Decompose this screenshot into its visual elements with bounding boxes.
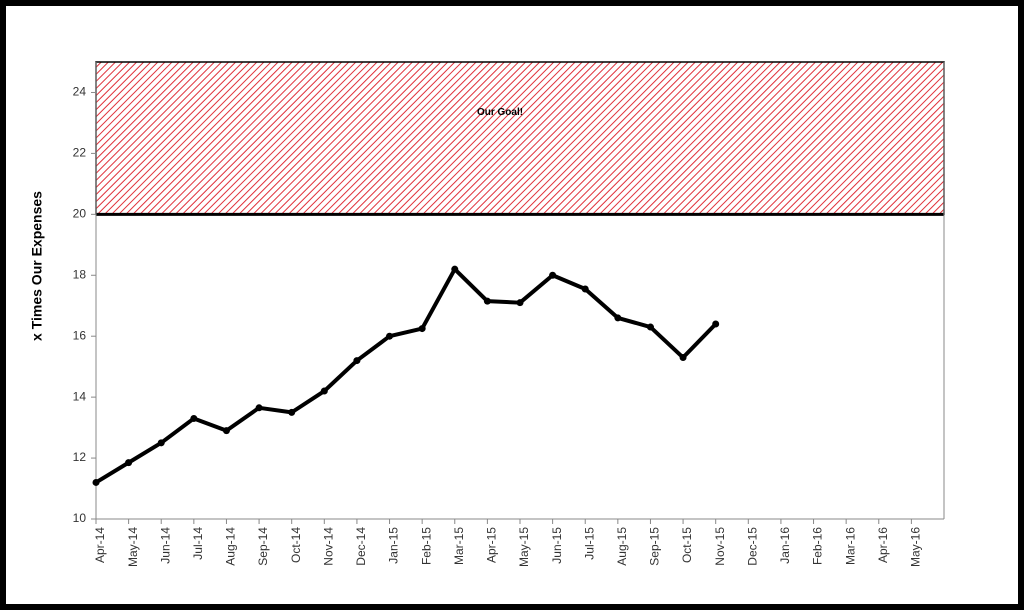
data-point [353,357,361,365]
x-tick-label: Jul-15 [582,527,596,560]
y-tick-label: 16 [73,328,87,342]
x-tick-label: Jun-15 [550,527,564,564]
data-point [483,297,491,305]
x-tick-label: Mar-16 [843,527,857,565]
x-tick-label: May-15 [517,527,531,567]
x-tick-label: Nov-15 [713,527,727,566]
x-tick-label: Oct-14 [289,527,303,563]
x-tick-label: Apr-14 [93,527,107,563]
data-point [157,439,165,447]
x-tick-label: Oct-15 [680,527,694,563]
data-line [94,267,718,485]
x-tick-label: May-14 [126,527,140,567]
data-point [386,332,394,340]
y-tick-label: 14 [73,389,87,403]
goal-label: Our Goal! [477,107,523,118]
y-tick-label: 20 [73,207,87,221]
goal-band [95,61,945,216]
y-tick-label: 10 [73,511,87,525]
x-tick-label: Sep-14 [256,527,270,566]
x-tick-label: Apr-15 [485,527,499,563]
x-tick-label: Dec-14 [354,527,368,566]
data-point [549,271,557,279]
data-point [581,285,589,293]
x-tick-label: Mar-15 [452,527,466,565]
data-point [288,408,296,416]
y-tick-label: 12 [73,450,87,464]
data-point [255,404,263,412]
y-axis-label: x Times Our Expenses [29,191,45,341]
data-point [451,265,459,273]
x-tick-label: Jan-15 [387,527,401,564]
data-point [190,414,198,422]
data-point [320,387,328,395]
data-point [222,427,230,435]
data-point [614,314,622,322]
data-point [516,299,524,307]
x-tick-label: Jan-16 [778,527,792,564]
x-tick-label: Feb-16 [811,527,825,565]
x-tick-label: Nov-14 [321,527,335,566]
data-point [646,323,654,331]
x-tick-label: Feb-15 [419,527,433,565]
x-tick-label: Jun-14 [158,527,172,564]
y-tick-label: 22 [73,146,87,160]
x-tick-label: Aug-15 [615,527,629,566]
data-point [712,320,720,328]
data-point [418,325,426,333]
data-point [92,478,100,486]
x-tick-label: Apr-16 [876,527,890,563]
data-point [679,354,687,362]
x-tick-label: Dec-15 [745,527,759,566]
x-tick-label: Sep-15 [648,527,662,566]
y-tick-label: 18 [73,267,87,281]
data-point [125,459,133,467]
x-tick-label: May-16 [909,527,923,567]
x-tick-label: Aug-14 [224,527,238,566]
x-tick-label: Jul-14 [191,527,205,560]
y-tick-label: 24 [73,85,87,99]
